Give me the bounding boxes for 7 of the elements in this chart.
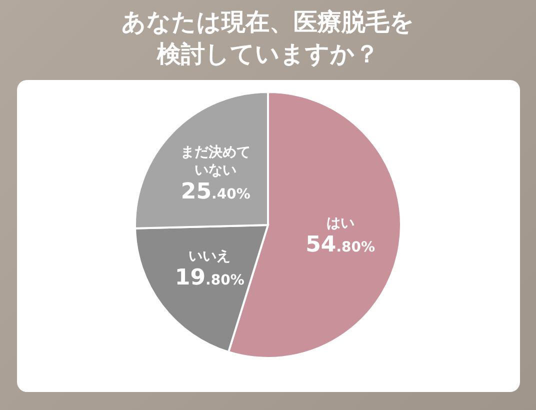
data-label: 54.80% [306, 232, 376, 258]
slice-label: まだ決めていない [180, 143, 252, 180]
data-label: 25.40% [180, 179, 250, 204]
data-label: 19.80% [174, 266, 244, 291]
chart-title: あなたは現在、医療脱毛を検討していますか？ [120, 7, 416, 70]
slice-label: いいえ [188, 248, 232, 266]
slice-label: はい [325, 214, 356, 232]
